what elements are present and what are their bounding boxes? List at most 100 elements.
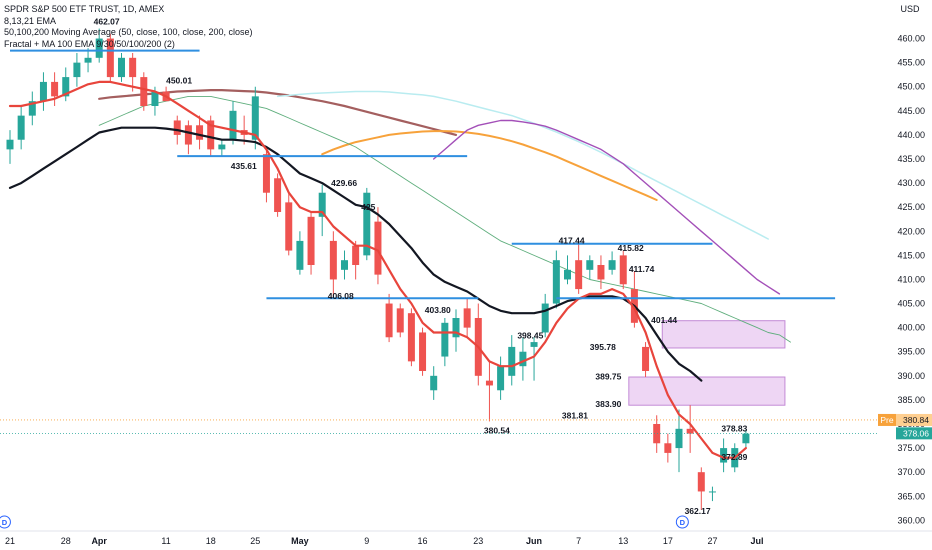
candle-body[interactable] — [497, 366, 505, 391]
candle-body[interactable] — [720, 448, 728, 463]
candle-body[interactable] — [39, 81, 47, 102]
price-tick-label: 415.00 — [897, 250, 925, 260]
dividend-marker-label: D — [2, 518, 8, 527]
candle-body[interactable] — [173, 120, 181, 135]
candle-body[interactable] — [619, 255, 627, 285]
fractal-indicator-label[interactable]: Fractal + MA 100 EMA 9/30/50/100/200 (2) — [4, 38, 175, 49]
candle-body[interactable] — [586, 260, 594, 270]
ema-slow-line[interactable] — [8, 126, 703, 382]
candle-body[interactable] — [218, 144, 226, 150]
time-tick-label: 18 — [206, 536, 216, 546]
candle-body[interactable] — [84, 57, 92, 63]
candle-body[interactable] — [140, 77, 148, 106]
candle-body[interactable] — [419, 332, 427, 371]
candle-body[interactable] — [229, 110, 237, 140]
candle-body[interactable] — [675, 428, 683, 449]
price-annotation: 462.07 — [94, 17, 120, 27]
dividend-marker[interactable] — [0, 515, 11, 529]
candle-body[interactable] — [352, 245, 360, 265]
candle-body[interactable] — [106, 38, 114, 78]
price-annotation: 411.74 — [629, 264, 655, 274]
ema-orange-line[interactable] — [321, 130, 658, 201]
candle-body[interactable] — [385, 303, 393, 338]
candle-body[interactable] — [653, 424, 661, 444]
candle-body[interactable] — [642, 346, 650, 371]
candle-body[interactable] — [441, 322, 449, 357]
candle-body[interactable] — [73, 62, 81, 78]
candle-body[interactable] — [207, 120, 215, 150]
candle-body[interactable] — [597, 265, 605, 280]
candle-body[interactable] — [708, 491, 716, 493]
price-tick-label: 365.00 — [897, 491, 925, 501]
price-axis[interactable] — [878, 0, 932, 550]
ma-indicator-label[interactable]: 50,100,200 Moving Average (50, close, 10… — [4, 27, 253, 37]
price-tick-label: 435.00 — [897, 154, 925, 164]
candle-body[interactable] — [396, 308, 404, 333]
candle-body[interactable] — [129, 57, 137, 78]
chart-legend: SPDR S&P 500 ETF TRUST, 1D, AMEX 8,13,21… — [4, 4, 253, 50]
candle-body[interactable] — [285, 202, 293, 251]
price-tick-label: 460.00 — [897, 34, 925, 44]
time-tick-label: 28 — [61, 536, 71, 546]
candle-body[interactable] — [296, 240, 304, 270]
symbol-title[interactable]: SPDR S&P 500 ETF TRUST, 1D, AMEX — [4, 4, 165, 14]
candle-body[interactable] — [664, 443, 672, 453]
price-annotation: 450.01 — [166, 75, 192, 85]
price-tick-label: 410.00 — [897, 274, 925, 284]
supply-demand-zone[interactable] — [661, 320, 786, 349]
candle-body[interactable] — [318, 192, 326, 217]
sma100-line[interactable] — [276, 90, 769, 240]
candle-body[interactable] — [742, 433, 750, 444]
candle-body[interactable] — [430, 375, 438, 391]
candle-body[interactable] — [184, 125, 192, 145]
candle-body[interactable] — [541, 303, 549, 333]
candle-body[interactable] — [363, 192, 371, 256]
candle-body[interactable] — [307, 216, 315, 265]
price-annotation: 406.08 — [328, 291, 354, 301]
price-annotation: 435.61 — [231, 161, 257, 171]
price-annotation: 403.80 — [425, 305, 451, 315]
candle-body[interactable] — [341, 260, 348, 270]
candle-body[interactable] — [530, 342, 538, 347]
candle-body[interactable] — [151, 91, 159, 106]
candle-body[interactable] — [196, 125, 204, 140]
candle-body[interactable] — [28, 101, 36, 116]
candle-body[interactable] — [552, 260, 560, 304]
candle-body[interactable] — [329, 240, 337, 280]
ema-fast-line[interactable] — [8, 80, 747, 459]
price-annotation: 383.90 — [595, 399, 621, 409]
candle-body[interactable] — [463, 308, 471, 328]
candle-body[interactable] — [95, 38, 103, 58]
candle-body[interactable] — [575, 260, 583, 290]
candle-body[interactable] — [519, 351, 527, 367]
ema-indicator-label[interactable]: 8,13,21 EMA — [4, 15, 57, 26]
candle-body[interactable] — [62, 77, 70, 97]
candle-body[interactable] — [262, 154, 270, 193]
candle-body[interactable] — [485, 380, 493, 386]
candle-body[interactable] — [686, 428, 694, 434]
supply-demand-zone[interactable] — [628, 376, 786, 406]
time-tick-label: Jul — [751, 536, 764, 546]
candle-body[interactable] — [17, 115, 25, 140]
candle-body[interactable] — [51, 81, 59, 97]
candle-body[interactable] — [251, 96, 259, 140]
candle-body[interactable] — [6, 139, 14, 150]
candle-body[interactable] — [508, 346, 516, 376]
dividend-marker[interactable] — [675, 515, 689, 529]
ema-purple-line[interactable] — [433, 119, 781, 295]
candle-body[interactable] — [407, 313, 415, 362]
dividend-marker-label: D — [680, 518, 686, 527]
candle-body[interactable] — [608, 260, 616, 270]
candle-body[interactable] — [374, 221, 382, 275]
candle-body[interactable] — [452, 318, 460, 338]
last-price-value: 378.06 — [903, 428, 929, 438]
candle-body[interactable] — [697, 472, 705, 492]
price-tick-label: 425.00 — [897, 202, 925, 212]
candle-body[interactable] — [118, 57, 125, 78]
candle-body[interactable] — [274, 178, 282, 212]
time-tick-label: Jun — [526, 536, 542, 546]
time-tick-label: Apr — [91, 536, 107, 546]
candle-body[interactable] — [564, 269, 571, 280]
